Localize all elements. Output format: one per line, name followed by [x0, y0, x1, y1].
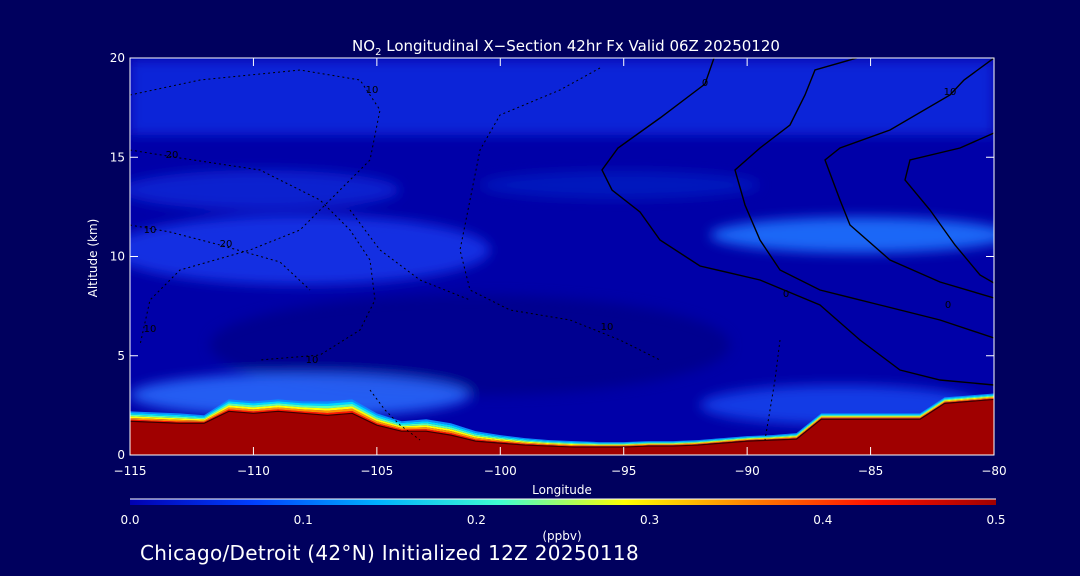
- colorbar: [130, 499, 996, 505]
- y-axis-label: Altitude (km): [86, 219, 100, 298]
- plot-area: 0 10 0 0 10 20 10 10 10 10 20: [130, 58, 994, 455]
- contour-label: 10: [944, 87, 957, 98]
- caption: Chicago/Detroit (42°N) Initialized 12Z 2…: [140, 541, 639, 565]
- near-surface-glow: [130, 373, 470, 417]
- colorbar-ticks: 0.0 0.1 0.2 0.3 0.4 0.5: [120, 513, 1005, 527]
- solid-contour-line: [824, 58, 994, 299]
- surface-fill: [130, 399, 994, 455]
- mid-band-east: [710, 217, 994, 253]
- x-axis-label: Longitude: [532, 483, 592, 497]
- x-tick-label: −115: [114, 464, 147, 478]
- dotted-contour-line: [130, 149, 376, 361]
- concentration-layer: [130, 396, 994, 446]
- x-tick-label: −110: [237, 464, 270, 478]
- contour-labels: 0 10 0 0 10 20 10 10 10 10 20: [144, 78, 957, 366]
- y-tick-label: 20: [110, 51, 125, 65]
- mid-band-west: [130, 215, 490, 285]
- y-tick-label: 5: [117, 349, 125, 363]
- contour-label: 0: [945, 300, 951, 311]
- colorbar-tick-label: 0.1: [294, 513, 313, 527]
- surface-layers: [130, 393, 994, 455]
- terrain-line: [130, 398, 994, 448]
- colorbar-tick-label: 0.4: [813, 513, 832, 527]
- y-tick-label: 0: [117, 448, 125, 462]
- dotted-contour-line: [130, 69, 381, 346]
- x-axis: −115 −110 −105 −100 −95 −90 −85 −80: [114, 58, 1007, 478]
- solid-contour-line: [601, 58, 994, 386]
- contour-label: 0: [702, 78, 708, 89]
- contour-label: 10: [306, 355, 319, 366]
- solid-contour-line: [734, 58, 994, 339]
- contour-label: 10: [144, 225, 157, 236]
- solid-contours: [601, 58, 994, 386]
- colorbar-tick-label: 0.0: [120, 513, 139, 527]
- contour-label: 20: [220, 239, 233, 250]
- contour-label: 10: [601, 322, 614, 333]
- dotted-contour-line: [369, 389, 421, 441]
- dotted-contour-line: [764, 339, 781, 441]
- colorbar-tick-label: 0.5: [986, 513, 1005, 527]
- contour-label: 10: [366, 85, 379, 96]
- solid-contour-line: [904, 132, 994, 284]
- dotted-contours: [130, 67, 781, 441]
- upper-band: [130, 60, 994, 135]
- chart-title: NO2 Longitudinal X−Section 42hr Fx Valid…: [352, 37, 780, 58]
- colorbar-label: (ppbv): [542, 529, 581, 543]
- x-tick-label: −105: [360, 464, 393, 478]
- y-axis: 0 5 10 15 20: [110, 51, 994, 462]
- x-tick-label: −80: [981, 464, 1006, 478]
- dotted-contour-line: [349, 209, 471, 301]
- x-tick-label: −100: [484, 464, 517, 478]
- mid-band-upper: [130, 170, 400, 210]
- mid-band-center: [480, 171, 760, 199]
- lower-dark-band: [210, 295, 730, 395]
- colorbar-tick-label: 0.3: [640, 513, 659, 527]
- y-tick-label: 10: [110, 250, 125, 264]
- contour-label: 20: [166, 150, 179, 161]
- colorbar-tick-label: 0.2: [467, 513, 486, 527]
- y-tick-label: 15: [110, 150, 125, 164]
- contour-label: 10: [144, 324, 157, 335]
- x-tick-label: −85: [858, 464, 883, 478]
- concentration-layer: [130, 397, 994, 447]
- x-tick-label: −95: [611, 464, 636, 478]
- x-tick-label: −90: [734, 464, 759, 478]
- contour-label: 0: [783, 289, 789, 300]
